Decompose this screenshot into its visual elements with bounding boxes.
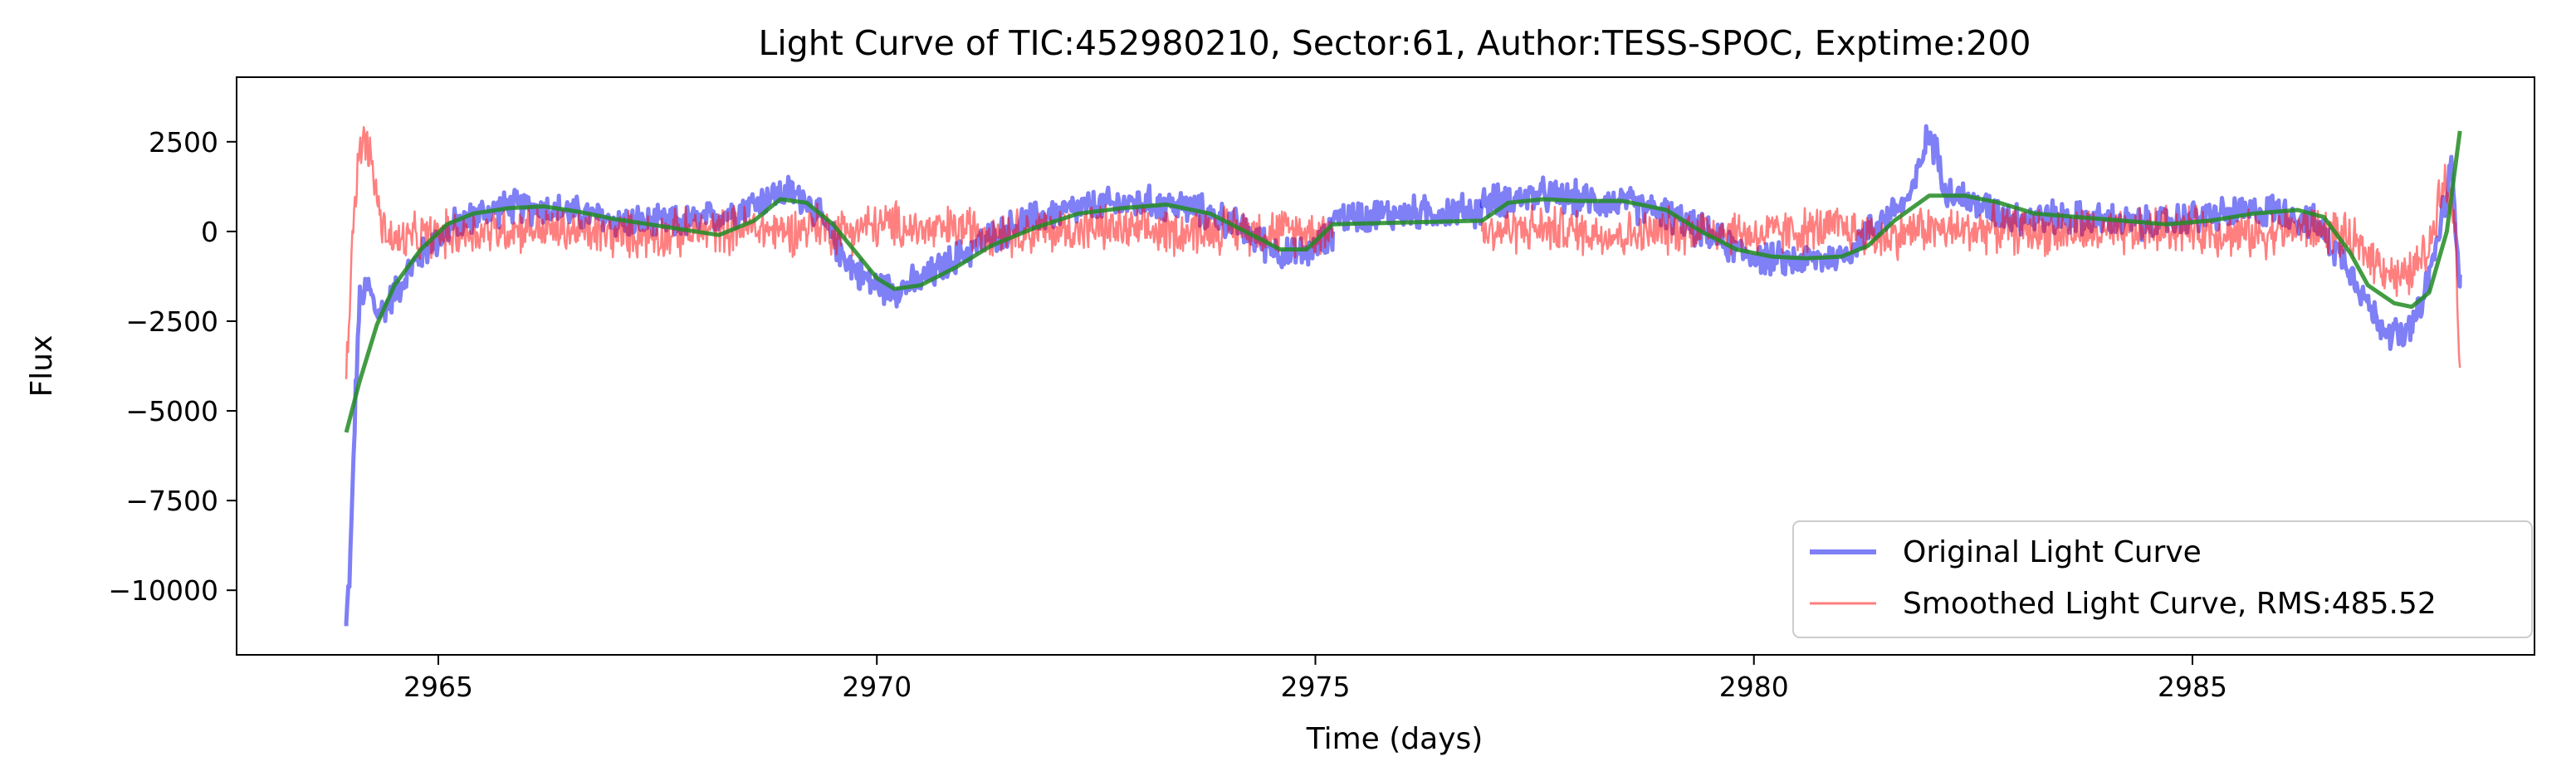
y-axis-ticks: 2500 0 −2500 −5000 −7500 −10000 xyxy=(108,126,237,607)
x-tick-label: 2980 xyxy=(1719,671,1789,703)
original-series-line-0 xyxy=(344,174,1336,627)
y-tick-label: −5000 xyxy=(125,395,218,427)
legend-original-label: Original Light Curve xyxy=(1903,535,2202,569)
chart-title: Light Curve of TIC:452980210, Sector:61,… xyxy=(759,23,2031,63)
plot-frame xyxy=(236,76,2535,656)
x-tick-label: 2970 xyxy=(842,671,912,703)
x-axis-ticks: 2965 2970 2975 2980 2985 xyxy=(403,655,2227,703)
y-axis-label: Flux xyxy=(25,335,59,398)
legend: Original Light Curve Smoothed Light Curv… xyxy=(1792,520,2533,638)
x-tick-label: 2985 xyxy=(2158,671,2227,703)
y-tick-label: 2500 xyxy=(149,126,218,159)
x-tick-label: 2965 xyxy=(403,671,473,703)
x-tick-label: 2975 xyxy=(1280,671,1350,703)
series-layer xyxy=(344,124,2462,627)
smoothed-series-line-1 xyxy=(1480,164,2461,369)
legend-smoothed-label: Smoothed Light Curve, RMS:485.52 xyxy=(1903,587,2437,621)
plot-area xyxy=(236,76,2535,656)
y-tick-label: −10000 xyxy=(108,574,218,607)
x-axis-label: Time (days) xyxy=(1306,722,1484,756)
smoothed-series-line-0 xyxy=(345,125,1334,379)
y-tick-label: −2500 xyxy=(125,305,218,338)
y-tick-label: 0 xyxy=(201,216,218,248)
trend-series-line-0 xyxy=(344,130,2462,433)
y-tick-label: −7500 xyxy=(125,485,218,517)
legend-box xyxy=(1792,520,2533,638)
